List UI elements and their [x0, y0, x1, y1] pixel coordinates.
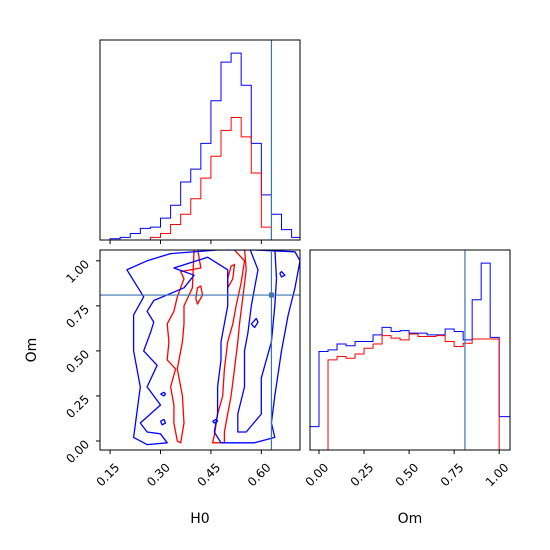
red-contour-0	[166, 250, 202, 444]
blue-contour-2	[160, 391, 167, 397]
h0-tick-label: 0.30	[144, 460, 173, 489]
om-x-tick-label: 1.00	[483, 460, 512, 489]
x-axis-label-h0: H0	[190, 511, 209, 527]
om-y-tick-label: 0.75	[63, 302, 92, 331]
om-x-tick-label: 0.50	[393, 460, 422, 489]
om-x-tick-label: 0.75	[438, 460, 467, 489]
blue-contour-6	[212, 418, 219, 424]
h0-tick-label: 0.15	[94, 460, 123, 489]
red-contour-3	[227, 263, 236, 289]
om-histogram-red	[310, 333, 510, 450]
h0-tick-label: 0.45	[194, 460, 223, 489]
blue-contour-1	[237, 250, 278, 433]
om-histogram-blue	[310, 262, 510, 450]
joint-frame	[99, 249, 301, 451]
joint-contour-panel: 0.15 0.30 0.45 0.60 0.00 0.25 0.50 0.75 1.00	[63, 249, 301, 489]
om-y-tick-label: 0.50	[63, 347, 92, 376]
blue-contour-0	[126, 250, 300, 446]
h0-tick-label: 0.60	[245, 460, 274, 489]
om-y-tick-label: 0.25	[63, 392, 92, 421]
red-contour-2	[195, 285, 204, 305]
om-histogram-panel: 0.00 0.25 0.50 0.75 1.00	[303, 249, 512, 489]
h0-histogram-blue	[100, 52, 300, 240]
om-y-tick-label: 0.00	[63, 437, 92, 466]
h0-histogram-red	[100, 117, 300, 240]
om-y-tick-label: 1.00	[63, 257, 92, 286]
om-x-tick-label: 0.00	[303, 460, 332, 489]
h0-histogram-panel	[99, 39, 301, 244]
joint-truth-marker	[268, 292, 274, 298]
h0-histogram-frame	[99, 39, 301, 241]
x-axis-label-om: Om	[398, 511, 423, 527]
om-x-tick-label: 0.25	[348, 460, 377, 489]
blue-contour-3	[159, 418, 167, 426]
red-contour-1	[211, 250, 247, 444]
om-histogram-frame	[309, 249, 511, 451]
blue-contour-4	[250, 317, 259, 329]
y-axis-label-om: Om	[24, 338, 40, 363]
blue-contour-5	[279, 270, 286, 278]
